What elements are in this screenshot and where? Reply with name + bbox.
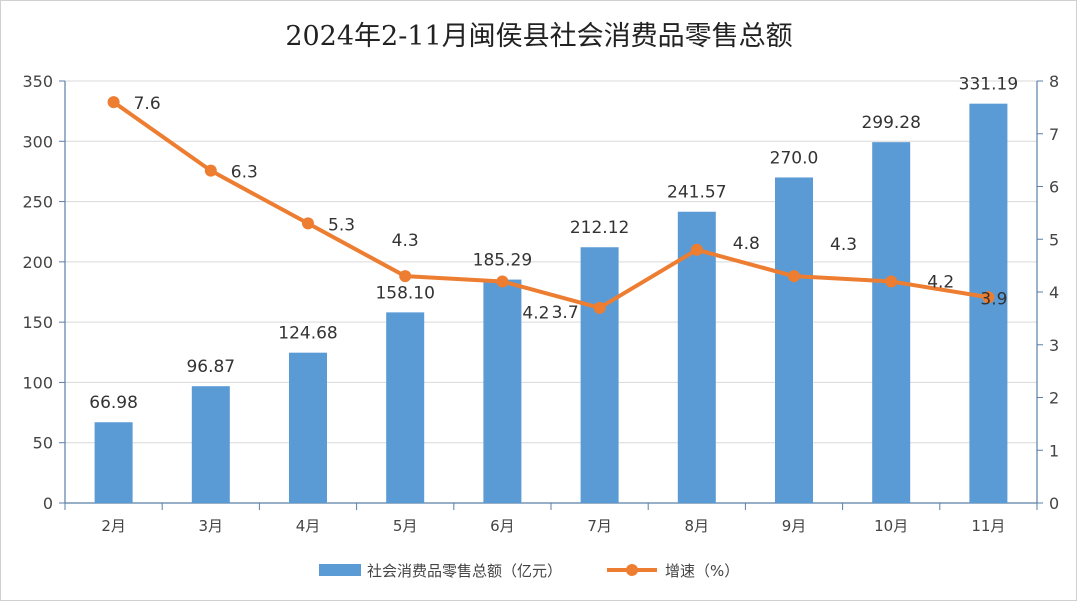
legend-bar-label: 社会消费品零售总额（亿元） xyxy=(367,562,562,580)
bar xyxy=(775,177,813,503)
line-point xyxy=(107,96,120,109)
bar-data-label: 185.29 xyxy=(473,251,532,271)
bar-data-label: 96.87 xyxy=(186,357,235,377)
line-series xyxy=(107,96,995,314)
line-data-label: 4.8 xyxy=(733,234,760,254)
bar xyxy=(386,312,425,503)
left-axis-tick-label: 50 xyxy=(33,434,53,453)
line-point xyxy=(690,243,703,256)
x-axis-tick-label: 3月 xyxy=(199,517,224,535)
line-data-label: 3.9 xyxy=(980,289,1007,309)
x-axis-tick-label: 6月 xyxy=(490,517,515,535)
data-labels: 66.98 96.87 124.68 158.10 185.29 212.12 241.57… xyxy=(89,75,1018,414)
x-axis-tick-label: 2月 xyxy=(101,517,126,535)
line-data-label: 4.2 xyxy=(522,303,549,323)
x-axis-tick-label: 8月 xyxy=(685,517,710,535)
bar xyxy=(94,422,133,503)
line-point xyxy=(593,301,606,314)
line-data-label: 6.3 xyxy=(231,163,258,183)
bar xyxy=(677,211,716,503)
legend-line-marker xyxy=(626,564,638,576)
legend: 社会消费品零售总额（亿元） 增速（%） xyxy=(319,562,739,580)
bar-data-label: 124.68 xyxy=(278,324,337,344)
line-point xyxy=(496,275,509,288)
line-data-label: 3.7 xyxy=(552,303,579,323)
line-point xyxy=(788,270,800,283)
right-axis-tick-label: 2 xyxy=(1049,389,1059,408)
x-axis-tick-label: 11月 xyxy=(971,517,1005,535)
left-axis-tick-label: 350 xyxy=(22,72,53,91)
left-axis-tick-label: 200 xyxy=(22,253,53,272)
line-point xyxy=(399,270,412,283)
bar xyxy=(580,247,619,503)
growth-rate-line xyxy=(112,100,989,310)
line-data-label: 4.3 xyxy=(830,235,857,255)
bar xyxy=(969,103,1008,503)
bar xyxy=(483,279,522,503)
left-axis-tick-label: 250 xyxy=(22,193,53,212)
left-axis-tick-label: 0 xyxy=(43,494,53,513)
bar-data-label: 212.12 xyxy=(570,218,629,238)
bar xyxy=(289,352,327,503)
bar-data-label: 270.0 xyxy=(770,148,819,168)
right-axis-tick-label: 8 xyxy=(1049,72,1059,91)
bar-series xyxy=(94,103,1008,504)
x-axis-tick-label: 7月 xyxy=(587,517,612,535)
left-axis-tick-label: 150 xyxy=(22,313,53,332)
right-axis-tick-label: 3 xyxy=(1049,336,1059,355)
bar-data-label: 158.10 xyxy=(375,283,434,303)
right-axis-tick-label: 6 xyxy=(1049,178,1059,197)
gridlines xyxy=(65,80,1037,444)
bar xyxy=(191,386,230,503)
bar xyxy=(872,142,911,504)
left-axis-tick-label: 300 xyxy=(22,132,53,151)
x-axis-tick-label: 10月 xyxy=(874,517,908,535)
legend-bar-swatch xyxy=(319,564,361,576)
right-axis-tick-label: 1 xyxy=(1049,441,1059,460)
x-axis-tick-label: 5月 xyxy=(393,517,418,535)
line-data-label: 7.6 xyxy=(134,94,161,114)
right-axis-tick-label: 5 xyxy=(1049,230,1059,249)
x-axis-tick-label: 9月 xyxy=(782,517,807,535)
line-point xyxy=(204,164,217,177)
legend-line-label: 增速（%） xyxy=(665,562,739,580)
right-axis-tick-label: 4 xyxy=(1049,283,1059,302)
line-data-label: 4.3 xyxy=(392,231,419,251)
bar-data-label: 331.19 xyxy=(959,75,1018,95)
line-data-label: 4.2 xyxy=(927,272,954,292)
line-point xyxy=(302,217,314,230)
x-axis-tick-label: 4月 xyxy=(296,517,321,535)
right-axis-tick-label: 7 xyxy=(1049,125,1059,144)
chart-title: 2024年2-11月闽侯县社会消费品零售总额 xyxy=(285,21,792,52)
left-axis-tick-label: 100 xyxy=(22,373,53,392)
line-point xyxy=(885,275,898,288)
right-axis-tick-label: 0 xyxy=(1049,494,1059,513)
line-data-label: 5.3 xyxy=(328,215,355,235)
line-point xyxy=(982,291,995,304)
bar-data-label: 241.57 xyxy=(667,183,726,203)
bar-data-label: 66.98 xyxy=(89,393,138,413)
bar-data-label: 299.28 xyxy=(861,113,920,133)
